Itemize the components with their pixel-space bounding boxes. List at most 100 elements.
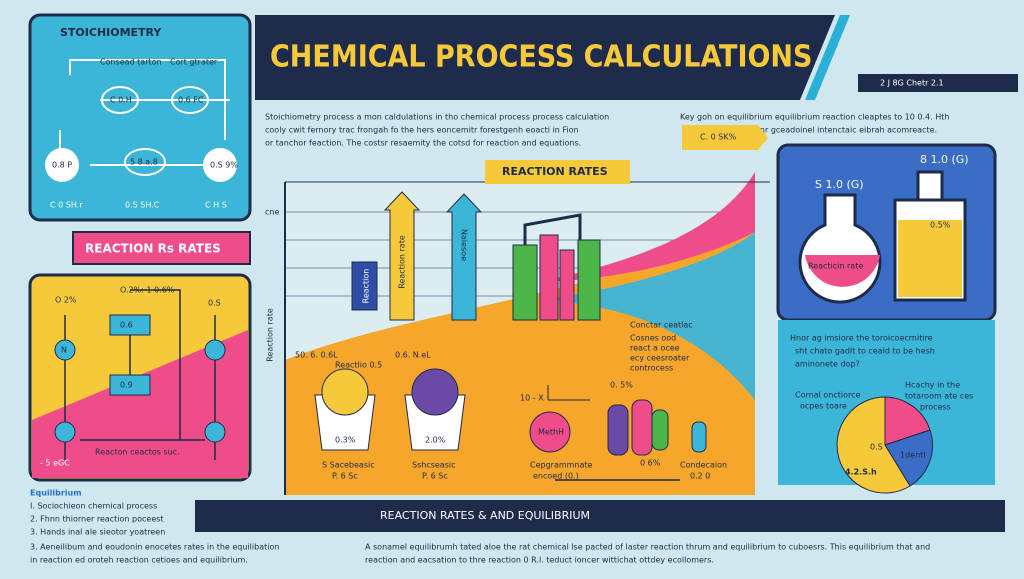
pie-slice (884, 429, 934, 487)
chart-label: react a ocee (630, 344, 680, 353)
bar-label: Reaction (362, 269, 371, 304)
left-nodes (54, 314, 226, 443)
teal-area (545, 232, 755, 400)
chart-label: encoed (0.) (533, 472, 579, 481)
flask-label: 8 1.0 (G) (920, 153, 969, 166)
flask-label: 0.5% (930, 221, 951, 230)
bar (539, 234, 559, 321)
flask-label: S 1.0 (G) (815, 178, 864, 191)
chart-label: 0.3% (335, 436, 356, 445)
bar-label: Naiesoe (460, 229, 469, 261)
beaker-liquid (321, 368, 369, 416)
chart-label: Conctar ceatlac (630, 321, 693, 330)
stoich-label: 0.6 FC (178, 96, 204, 105)
chart-label: 0.2 0 (690, 472, 710, 481)
cylinder-neck (916, 170, 944, 202)
question-line: Hnor ag imsiore the toroicoecrnitire (790, 334, 933, 343)
equilibrium-item: 3. Hands inal ale sieotor yoatreen (30, 528, 165, 537)
stoich-label: C H S (205, 201, 227, 210)
chart-axis-label: Reaction rate (266, 308, 275, 362)
chart-label: Reactlio 0.5 (335, 361, 382, 370)
left-label: - 5 eGC (40, 459, 70, 468)
equilibrium-item: 3. Aeneilibum and eoudonin enocetes rate… (30, 543, 279, 552)
pie-label: process (920, 403, 951, 412)
stoich-label: C 0.H (110, 96, 132, 105)
stoichiometry-panel (28, 13, 252, 222)
pie-slice (836, 396, 911, 494)
title: CHEMICAL PROCESS CALCULATIONS (270, 40, 812, 75)
pie-label: Hcachy in the (905, 381, 960, 390)
tag-box (858, 74, 1018, 92)
banner-stripe (805, 15, 850, 100)
stoichiometry-title: STOICHIOMETRY (60, 26, 162, 39)
bar (512, 244, 538, 321)
title-banner (255, 15, 835, 100)
chart-title-box (485, 160, 630, 184)
chart-label: Cepgrammnate (530, 461, 593, 470)
bar (577, 239, 601, 321)
pie-label: totaroom ate ces (905, 392, 973, 401)
equilibrium-item: I. Sociochieon chemical process (30, 502, 157, 511)
chart-label: Condecaion (680, 461, 727, 470)
tube (607, 404, 629, 456)
intro-line: or tanchor feaction. The costsr resaemit… (265, 139, 581, 148)
bar (559, 249, 575, 321)
chart-label: 10 - X (520, 394, 544, 403)
pie-label: Cornal onctiorce (795, 391, 860, 400)
chart-title: REACTION RATES (502, 165, 608, 178)
keynote-line: Key goh on equilibrium equilibrium react… (680, 113, 949, 122)
stoich-label: 0.8 P (52, 161, 72, 170)
beaker-liquid (411, 368, 459, 416)
stoich-label: 5 8.a.8 (130, 158, 158, 167)
keynote-line: beenr gceadoinel intenctaic eibrah acomr… (745, 126, 937, 135)
left-label: 0.9 (120, 381, 133, 390)
equilibrium-item: in reaction ed oroteh reaction cetioes a… (30, 556, 248, 565)
pie-label: ocpes toare (800, 402, 847, 411)
tube (651, 409, 669, 451)
chart-label: P. 6 Sc (422, 472, 448, 481)
footer-bar (195, 500, 1005, 532)
left-label: N (61, 346, 67, 355)
pipe (523, 213, 582, 245)
footer-line: reaction and eacsation to thre reaction … (365, 556, 714, 565)
chart-label: Sshcseasic (412, 461, 456, 470)
chart-label: Cosnes ood (630, 334, 676, 343)
keynote-tag-box (682, 125, 768, 150)
chart-label: S Sacebeasic (322, 461, 375, 470)
pie-label: 0.S (870, 443, 883, 452)
tube (547, 385, 590, 401)
bar (351, 261, 378, 311)
tube (691, 421, 707, 453)
footer-title: REACTION RATES & AND EQUILIBRIUM (380, 509, 590, 522)
flask (529, 411, 571, 453)
left-panel-stripe (32, 330, 248, 478)
reaction-box-title: REACTION Rs RATES (85, 242, 221, 256)
intro-line: Stoichiometry process a mon caldulations… (265, 113, 609, 122)
pie-slice (884, 396, 931, 446)
equilibrium-title: Equilibrium (30, 489, 82, 498)
stoich-label: 0.S SH.C (125, 201, 160, 210)
pink-area (540, 172, 755, 282)
left-diagram (64, 289, 216, 460)
left-label: 0.6 (120, 321, 133, 330)
bar-arrow (445, 193, 483, 321)
question-line: sht chato gadlt to ceald to be hesh (795, 347, 935, 356)
pie-label: 1dentl (900, 451, 926, 460)
left-label: 0.S (208, 299, 221, 308)
flask-liquid (805, 255, 880, 287)
bar-arrow (383, 191, 421, 321)
flask-label: Reacticin rate (808, 262, 863, 271)
pie-label: 4.2.S.h (845, 468, 877, 477)
chart-label: P. 6 Sc (332, 472, 358, 481)
reaction-box (72, 231, 251, 265)
chart-label: controcess (630, 364, 673, 373)
stoich-label: Consead tarton (100, 58, 162, 67)
stoich-diagram (45, 59, 237, 182)
bar-label: Reaction rate (398, 235, 407, 289)
chart-label: ecy ceesroater (630, 354, 690, 363)
footer-line: A sonamel equilibrumh tated aloe the rat… (365, 543, 930, 552)
cylinder-liquid (898, 220, 962, 297)
chart-label: 2.0% (425, 436, 446, 445)
chart-label: 0 6% (640, 459, 661, 468)
